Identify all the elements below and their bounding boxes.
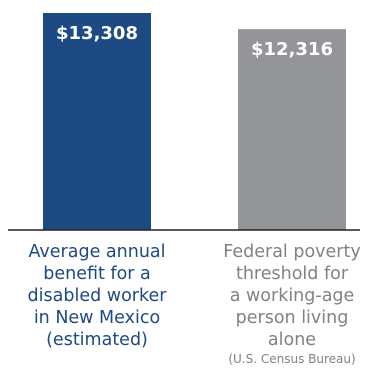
- category-label-1-line-3: disabled worker: [28, 286, 168, 306]
- category-label-1-line-5: (estimated): [46, 330, 148, 350]
- category-label-2-line-5: alone: [268, 330, 316, 350]
- category-label-2-line-1: Federal poverty: [223, 242, 360, 262]
- category-label-1-line-2: benefit for a: [43, 264, 151, 284]
- category-label-2-line-2: threshold for: [236, 264, 349, 284]
- category-label-2-line-3: a working-age: [230, 286, 355, 306]
- bars-group: $13,308 $12,316: [43, 13, 346, 230]
- category-label-2-line-4: person living: [236, 308, 349, 328]
- category-label-1-line-1: Average annual: [28, 242, 165, 262]
- bar-value-label-1: $13,308: [56, 23, 138, 44]
- bar-value-label-2: $12,316: [251, 39, 333, 60]
- category-label-1-line-4: in New Mexico: [34, 308, 160, 328]
- bar-1: [43, 13, 151, 230]
- category-note-2: (U.S. Census Bureau): [228, 352, 355, 366]
- bar-2: [238, 29, 346, 230]
